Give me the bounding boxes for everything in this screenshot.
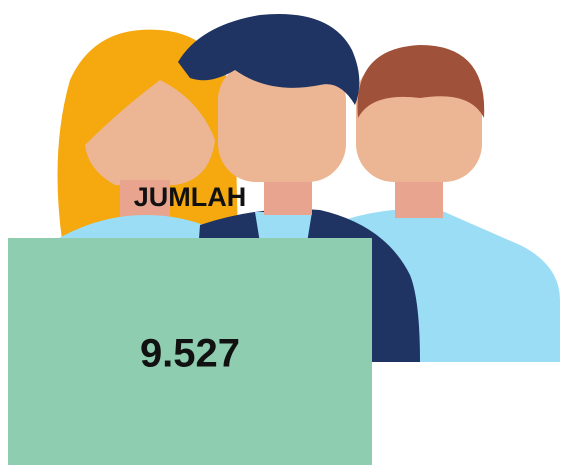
value-box [8,238,372,465]
total-value: 9.527 [140,332,240,376]
middle-hair [178,14,360,105]
middle-face [218,62,346,182]
woman-face [85,80,215,185]
total-label: JUMLAH [134,182,247,212]
right-hair [357,45,485,118]
woman-neck [120,180,170,220]
